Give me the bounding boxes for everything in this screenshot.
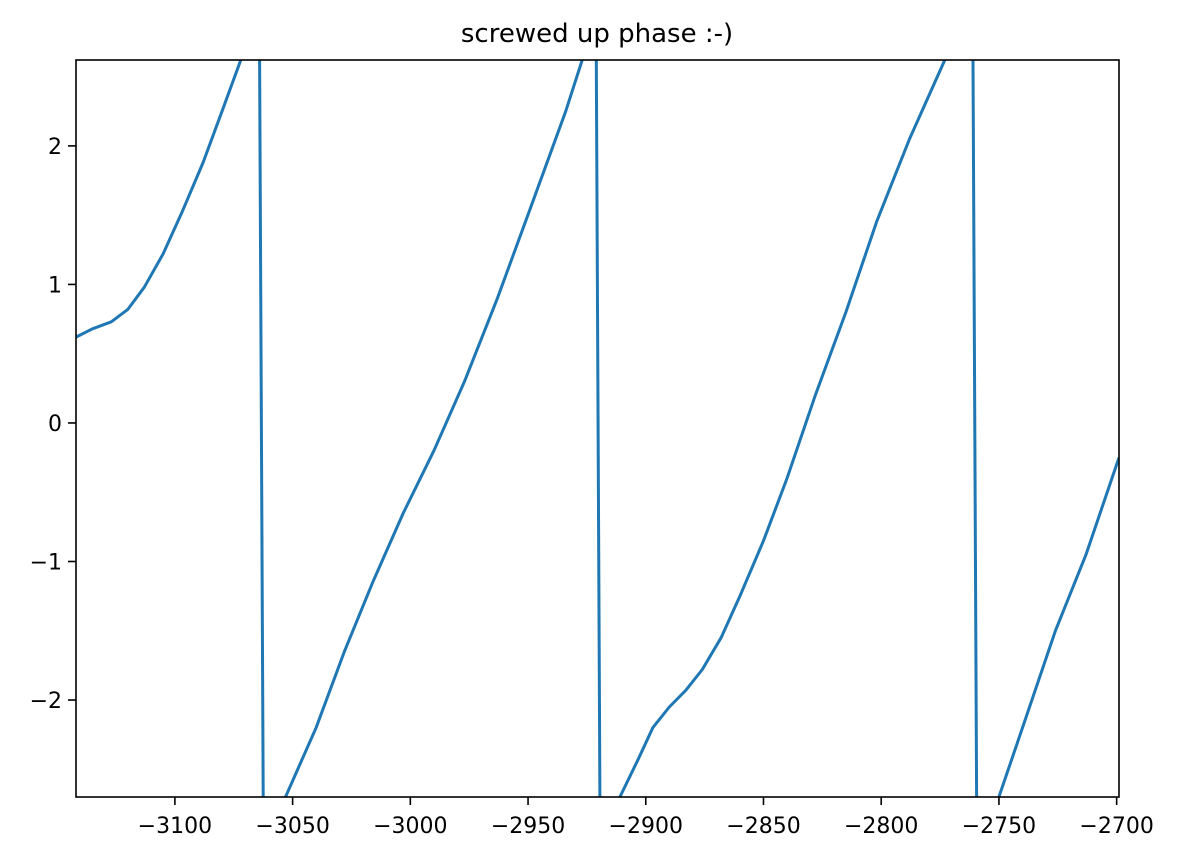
x-tick-label: −2800 [844,814,918,839]
plot-frame [75,59,1120,798]
x-tick-label: −2950 [491,814,565,839]
chart-title: screwed up phase :-) [461,19,733,49]
phase-series-line [76,60,243,339]
phase-series-line [258,60,265,797]
x-tick-label: −2850 [726,814,800,839]
x-axis: −3100 −3050 −3000 −2950 −2900 −2850 −2800 −2750… [138,797,1154,839]
y-tick-label: −1 [30,550,62,575]
y-axis: 2 1 0 −1 −2 [30,135,76,714]
y-tick-label: 1 [48,273,62,298]
y-tick-label: −2 [30,689,62,714]
x-tick-label: −2900 [609,814,683,839]
x-tick-label: −2700 [1079,814,1153,839]
x-tick-label: −2750 [962,814,1036,839]
phase-series-line [997,457,1119,797]
x-tick-label: −3100 [138,814,212,839]
y-tick-label: 2 [48,135,62,160]
series-layer [76,60,1119,797]
y-tick-label: 0 [48,412,62,437]
x-tick-label: −3000 [373,814,447,839]
x-tick-label: −3050 [255,814,329,839]
phase-series-line [971,60,979,797]
phase-series-line [594,60,602,797]
phase-series-line [618,60,947,797]
phase-series-line [284,60,584,797]
